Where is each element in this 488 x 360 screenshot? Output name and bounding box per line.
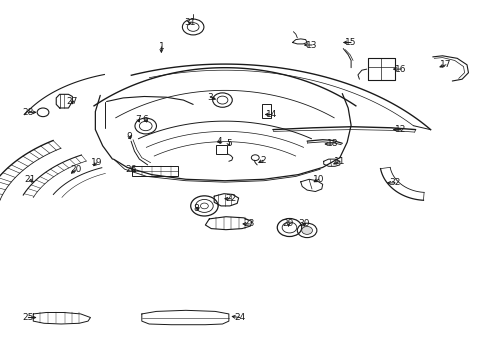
Bar [216,145,226,154]
Text: 8: 8 [193,204,199,213]
Text: 24: 24 [233,313,245,322]
Text: 30: 30 [298,219,309,228]
Text: 32: 32 [388,178,400,187]
Text: 7: 7 [135,115,141,124]
Text: 10: 10 [312,175,324,184]
Text: 28: 28 [22,108,34,117]
Text: 17: 17 [439,60,451,69]
Text: 18: 18 [326,139,338,148]
Text: 1: 1 [158,42,164,51]
Text: 13: 13 [305,40,317,49]
Text: 31: 31 [183,18,195,27]
Text: 15: 15 [345,38,356,47]
Text: 27: 27 [66,97,78,106]
Text: 11: 11 [333,157,345,166]
Text: 5: 5 [225,139,231,148]
Text: 9: 9 [126,132,132,141]
Text: 3: 3 [207,93,213,102]
Text: 26: 26 [125,165,137,174]
Bar [132,166,178,176]
Text: 22: 22 [224,194,236,203]
Bar [261,104,271,118]
Text: 14: 14 [265,110,277,119]
Text: 4: 4 [216,136,222,145]
Text: 20: 20 [70,165,81,174]
Text: 19: 19 [91,158,102,167]
Text: 23: 23 [243,219,255,228]
Text: 2: 2 [260,156,265,165]
Text: 21: 21 [24,175,36,184]
Circle shape [301,226,312,234]
Text: 29: 29 [282,219,294,228]
Text: 12: 12 [394,125,406,134]
Text: 16: 16 [394,65,406,74]
Text: 25: 25 [22,313,34,322]
Text: 6: 6 [142,115,148,124]
